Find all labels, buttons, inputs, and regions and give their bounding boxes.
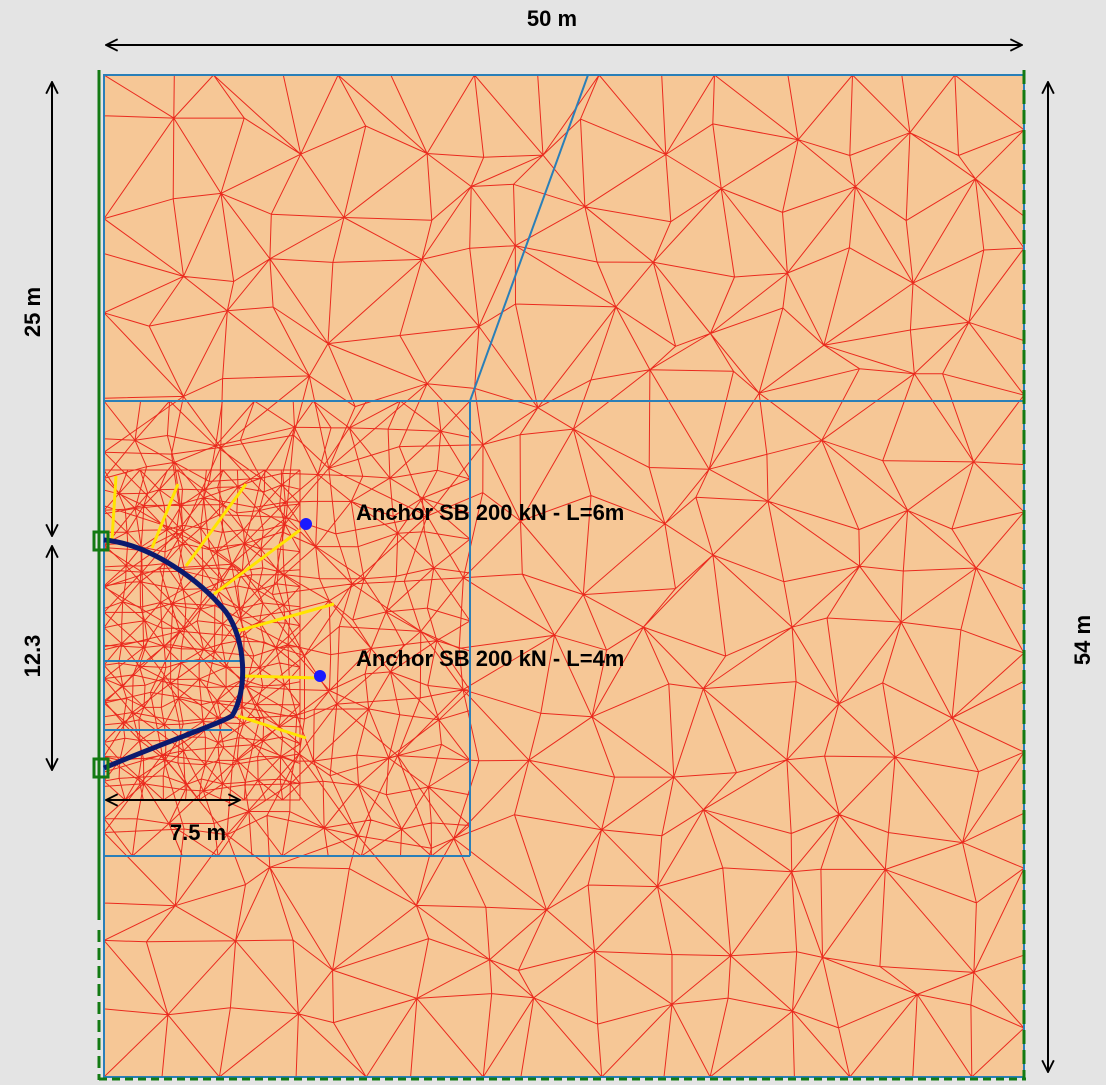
fem-model: 50 m 25 m 12.3 54 m 7.5 m Anchor SB 200 … [0,0,1106,1085]
dimension-label: 50 m [527,6,577,31]
anchor [244,676,318,678]
anchor-label: Anchor SB 200 kN - L=4m [356,646,624,671]
anchor-head [314,670,326,682]
page: {"dimensions": {"width": "50 m", "upper_… [0,0,1106,1085]
anchor-label: Anchor SB 200 kN - L=6m [356,500,624,525]
anchor-head [300,518,312,530]
dimension-label: 54 m [1070,615,1095,665]
dimension-label: 25 m [20,287,45,337]
dimension-label: 12.3 [20,635,45,678]
dimension-label: 7.5 m [170,820,226,845]
